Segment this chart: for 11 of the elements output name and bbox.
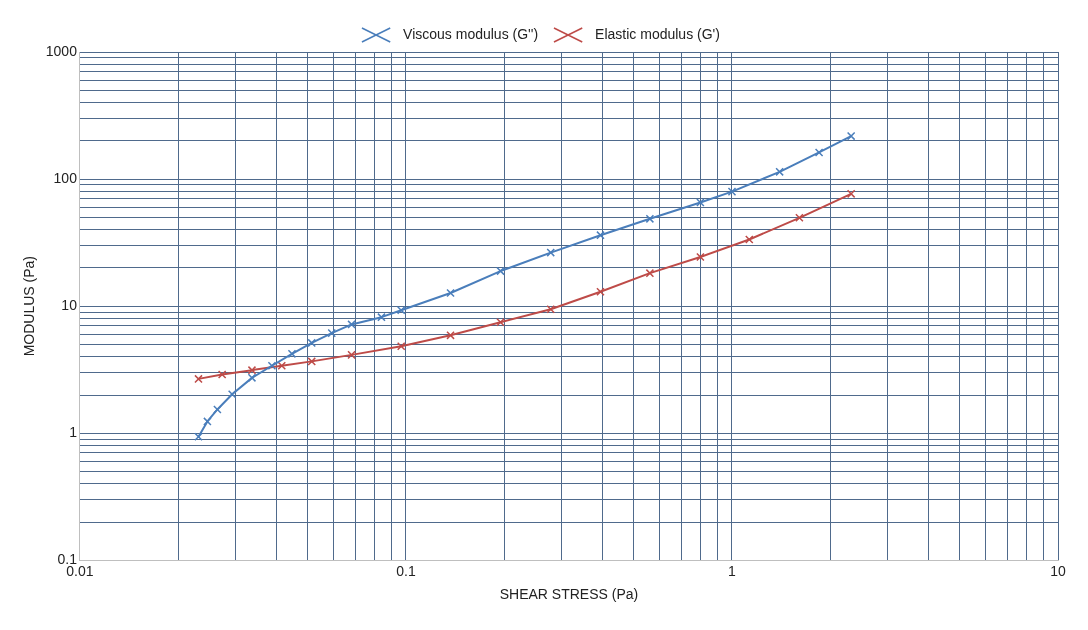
y-tick-label: 1 [69,424,78,441]
y-tick-label: 100 [53,169,78,186]
x-tick-label: 0.1 [396,562,416,579]
x-tick-label: 10 [1050,562,1066,579]
x-axis-title: SHEAR STRESS (Pa) [499,586,639,603]
y-axis-title: MODULUS (Pa) [21,256,38,357]
legend-label: Elastic modulus (G') [595,25,720,42]
legend-label: Viscous modulus (G'') [403,25,539,42]
x-tick-label: 1 [728,562,737,579]
y-tick-label: 1000 [45,42,78,59]
y-tick-label: 10 [61,297,78,314]
